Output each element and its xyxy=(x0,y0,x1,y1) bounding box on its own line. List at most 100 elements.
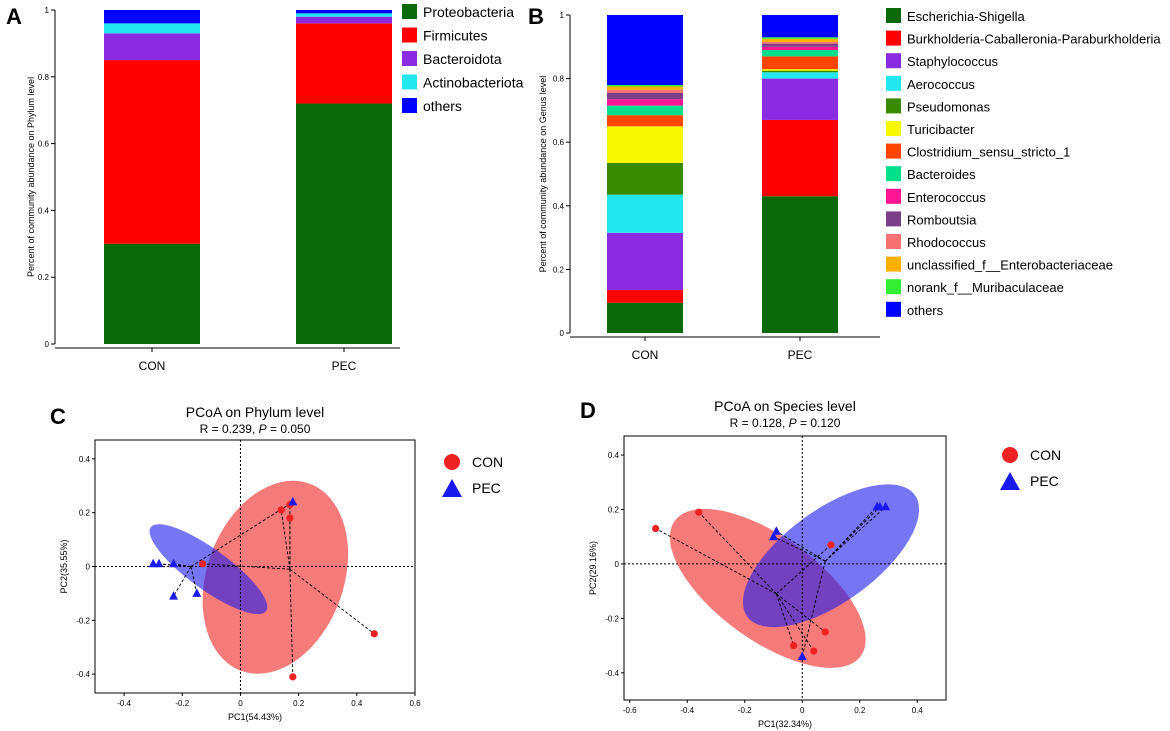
legend-label-burkholderia-caballeronia-paraburkholderia: Burkholderia-Caballeronia-Paraburkholder… xyxy=(907,32,1161,47)
legend-label-norank-f-muribaculaceae: norank_f__Muribaculaceae xyxy=(907,280,1064,295)
legend-label-others: others xyxy=(423,98,462,114)
legend-marker-con xyxy=(1002,447,1018,463)
data-point-con xyxy=(370,630,378,638)
x-tick-label: -0.4 xyxy=(117,699,131,708)
legend-swatch-proteobacteria xyxy=(402,4,417,19)
y-axis-label: PC2(35.55%) xyxy=(59,539,69,593)
centroid-link-pec xyxy=(776,530,826,562)
bar-segment-pec-firmicutes xyxy=(296,23,392,104)
y-tick-label: 0 xyxy=(560,329,565,338)
legend-swatch-actinobacteriota xyxy=(402,74,417,90)
x-tick-label: -0.6 xyxy=(623,706,637,715)
y-tick-label: 0.2 xyxy=(553,265,565,274)
stat-p-letter: P xyxy=(259,422,267,436)
stat-r-value: R = 0.239, xyxy=(200,422,259,436)
data-point-con xyxy=(695,508,703,516)
bar-segment-pec-others xyxy=(762,15,838,38)
data-point-pec xyxy=(148,558,158,568)
legend-marker-pec xyxy=(1000,472,1020,490)
data-point-con xyxy=(286,514,294,522)
y-tick-label: 0.8 xyxy=(38,73,50,82)
legend-label-aerococcus: Aerococcus xyxy=(907,77,975,92)
data-point-con xyxy=(199,560,207,568)
bar-segment-pec-enterococcus xyxy=(762,46,838,50)
stat-p-value: = 0.050 xyxy=(267,422,311,436)
centroid-link-con xyxy=(202,563,290,570)
legend-swatch-escherichia-shigella xyxy=(886,8,901,23)
x-category-label-pec: PEC xyxy=(788,348,813,362)
centroid-link-con xyxy=(289,569,294,677)
bar-segment-con-bacteroides xyxy=(607,105,683,116)
legend-label-con: CON xyxy=(472,454,503,470)
centroid-link-pec xyxy=(824,506,886,562)
bar-segment-pec-escherichia-shigella xyxy=(762,196,838,333)
panel-a-stacked-bar-chart: 0 0.2 0.4 0.6 0.8 1 Percent of community abund… xyxy=(26,4,524,373)
x-axis-label: PC1(54.43%) xyxy=(228,712,282,722)
stat-annotation: R = 0.239, P = 0.050 xyxy=(200,422,311,436)
legend-label-proteobacteria: Proteobacteria xyxy=(423,4,514,20)
centroid-link-pec xyxy=(190,501,294,567)
y-tick-label: 0 xyxy=(45,340,50,349)
legend-label-staphylococcus: Staphylococcus xyxy=(907,54,999,69)
y-tick-label: 1 xyxy=(45,6,50,15)
bar-segment-con-pseudomonas xyxy=(607,162,683,195)
y-axis-label: Percent of community abundance on Genus … xyxy=(538,76,548,273)
x-tick-label: 0.2 xyxy=(293,699,305,708)
legend-label-rhodococcus: Rhodococcus xyxy=(907,235,986,250)
bar-segment-con-turicibacter xyxy=(607,126,683,163)
bar-segment-pec-norank-f-muribaculaceae xyxy=(762,37,838,39)
centroid-link-pec xyxy=(773,536,826,562)
bar-segment-con-bacteroidota xyxy=(104,33,200,61)
bar-segment-con-unclassified-f-enterobacteriaceae xyxy=(607,86,683,90)
y-axis-label: PC2(29.16%) xyxy=(588,541,598,595)
y-axis-label: Percent of community abundance on Phylum… xyxy=(26,77,36,277)
bar-segment-con-burkholderia-caballeronia-paraburkholderia xyxy=(607,290,683,303)
legend-label-romboutsia: Romboutsia xyxy=(907,212,977,227)
bar-segment-pec-proteobacteria xyxy=(296,103,392,345)
data-point-pec xyxy=(769,531,778,541)
bar-segment-pec-others xyxy=(296,10,392,14)
legend-label-clostridium-sensu-stricto-1: Clostridium_sensu_stricto_1 xyxy=(907,145,1070,160)
data-point-pec xyxy=(154,558,164,568)
y-tick-label: 0.4 xyxy=(79,455,91,464)
centroid-link-pec xyxy=(173,563,192,567)
bar-segment-con-rhodococcus xyxy=(607,89,683,93)
centroid-link-pec xyxy=(190,566,198,594)
panel-letter-d: D xyxy=(580,398,596,423)
bar-segment-con-enterococcus xyxy=(607,99,683,106)
legend-label-others: others xyxy=(907,303,944,318)
centroid-link-pec xyxy=(824,506,881,562)
bar-segment-pec-staphylococcus xyxy=(762,78,838,120)
y-tick-label: 0.8 xyxy=(553,75,565,84)
legend-label-actinobacteriota: Actinobacteriota xyxy=(423,75,524,91)
centroid-link-con xyxy=(775,593,795,646)
x-category-label-con: CON xyxy=(632,348,659,362)
data-point-con xyxy=(289,673,297,681)
bar-segment-pec-aerococcus xyxy=(762,72,838,79)
legend-marker-pec xyxy=(442,479,462,497)
bar-segment-pec-bacteroides xyxy=(762,49,838,57)
x-tick-label: 0.2 xyxy=(854,706,866,715)
legend-swatch-turicibacter xyxy=(886,121,901,136)
centroid-link-con xyxy=(698,511,777,595)
data-point-pec xyxy=(881,501,891,511)
legend-label-enterococcus: Enterococcus xyxy=(907,190,986,205)
y-tick-label: -0.4 xyxy=(605,669,619,678)
centroid-link-pec xyxy=(801,561,826,657)
x-tick-label: 0 xyxy=(238,699,243,708)
x-tick-label: -0.4 xyxy=(680,706,694,715)
legend-swatch-pseudomonas xyxy=(886,98,901,114)
centroid-link-pec xyxy=(173,566,192,597)
x-axis-label: PC1(32.34%) xyxy=(758,719,812,729)
data-point-pec xyxy=(875,501,885,511)
data-point-con xyxy=(277,506,285,514)
x-tick-label: -0.2 xyxy=(175,699,189,708)
panel-letter-a: A xyxy=(6,4,22,29)
centroid-link-con xyxy=(655,528,777,595)
data-point-con xyxy=(821,628,829,636)
bar-segment-con-romboutsia xyxy=(607,92,683,100)
panel-letter-c: C xyxy=(50,404,66,429)
y-tick-label: 0.4 xyxy=(553,202,565,211)
data-point-pec xyxy=(771,526,781,535)
panel-letter-b: B xyxy=(528,4,544,29)
